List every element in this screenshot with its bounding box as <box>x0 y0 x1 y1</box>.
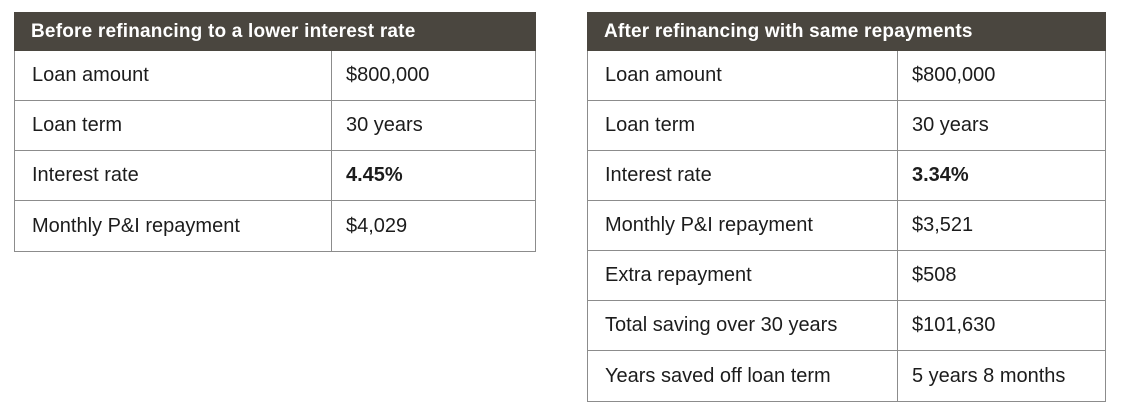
row-label-loan-term: Loan term <box>15 101 332 150</box>
before-table-title: Before refinancing to a lower interest r… <box>14 12 536 51</box>
table-row: Loan term 30 years <box>588 101 1105 151</box>
row-value-monthly-repayment: $3,521 <box>912 214 974 236</box>
before-refinancing-table: Before refinancing to a lower interest r… <box>14 12 536 252</box>
table-row: Interest rate 4.45% <box>15 151 535 201</box>
row-label-extra-repayment: Extra repayment <box>588 251 898 300</box>
row-value-extra-repayment: $508 <box>912 264 957 286</box>
row-value-monthly-repayment: $4,029 <box>346 214 408 237</box>
table-row: Monthly P&I repayment $4,029 <box>15 201 535 251</box>
table-row: Total saving over 30 years $101,630 <box>588 301 1105 351</box>
row-label-interest-rate: Interest rate <box>588 151 898 200</box>
row-value-loan-amount: $800,000 <box>912 64 996 86</box>
row-label-loan-amount: Loan amount <box>15 51 332 100</box>
before-table-body: Loan amount $800,000 Loan term 30 years … <box>14 51 536 252</box>
after-table-body: Loan amount $800,000 Loan term 30 years … <box>587 51 1106 402</box>
row-label-interest-rate: Interest rate <box>15 151 332 200</box>
table-row: Loan amount $800,000 <box>588 51 1105 101</box>
table-row: Loan term 30 years <box>15 101 535 151</box>
table-row: Interest rate 3.34% <box>588 151 1105 201</box>
row-label-total-saving: Total saving over 30 years <box>588 301 898 350</box>
table-row: Monthly P&I repayment $3,521 <box>588 201 1105 251</box>
after-refinancing-table: After refinancing with same repayments L… <box>587 12 1106 402</box>
row-label-loan-term: Loan term <box>588 101 898 150</box>
row-value-interest-rate: 3.34% <box>912 164 969 186</box>
row-label-years-saved: Years saved off loan term <box>588 351 898 401</box>
table-row: Loan amount $800,000 <box>15 51 535 101</box>
row-label-monthly-repayment: Monthly P&I repayment <box>15 201 332 251</box>
row-value-years-saved: 5 years 8 months <box>912 364 1066 387</box>
row-label-monthly-repayment: Monthly P&I repayment <box>588 201 898 250</box>
row-label-loan-amount: Loan amount <box>588 51 898 100</box>
row-value-loan-term: 30 years <box>912 114 989 136</box>
refinance-comparison: Before refinancing to a lower interest r… <box>14 12 1106 402</box>
table-row: Years saved off loan term 5 years 8 mont… <box>588 351 1105 401</box>
row-value-interest-rate: 4.45% <box>346 164 403 186</box>
table-row: Extra repayment $508 <box>588 251 1105 301</box>
row-value-total-saving: $101,630 <box>912 314 996 336</box>
after-table-title: After refinancing with same repayments <box>587 12 1106 51</box>
row-value-loan-term: 30 years <box>346 114 423 136</box>
row-value-loan-amount: $800,000 <box>346 64 430 86</box>
